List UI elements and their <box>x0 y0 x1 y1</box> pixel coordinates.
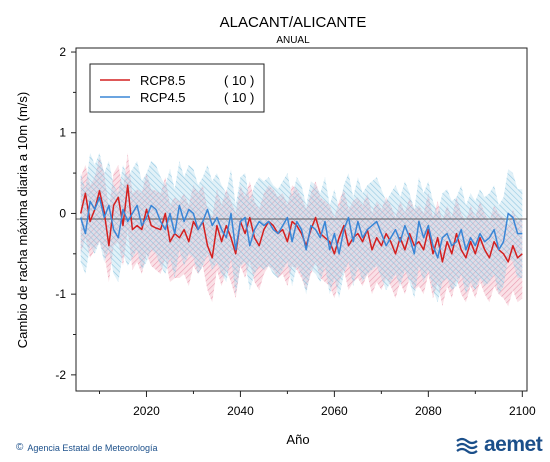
x-tick-label: 2040 <box>227 404 254 418</box>
series-lines <box>79 184 523 263</box>
copyright-icon: © <box>16 442 24 453</box>
y-axis-label: Cambio de racha máxima diaria a 10m (m/s… <box>15 92 30 348</box>
y-tick-label: 0 <box>59 206 66 220</box>
y-tick-label: -1 <box>55 287 66 301</box>
aemet-logo-icon <box>456 437 478 454</box>
series-line-rcp85 <box>79 184 523 263</box>
y-axis: -2 -1 0 1 2 <box>55 45 76 382</box>
x-tick-label: 2060 <box>321 404 348 418</box>
legend-label-rcp45: RCP4.5 <box>140 90 186 105</box>
agency-credit: © Agencia Estatal de Meteorología <box>16 442 157 453</box>
x-tick-label: 2080 <box>415 404 442 418</box>
aemet-logo-text: aemet <box>484 433 543 456</box>
chart-subtitle: ANUAL <box>276 35 310 46</box>
plot-frame <box>75 47 528 392</box>
legend-count-rcp45: ( 10 ) <box>224 90 254 105</box>
band-hatch-rcp45 <box>80 152 523 303</box>
agency-name: Agencia Estatal de Meteorología <box>27 442 158 453</box>
legend: RCP8.5 ( 10 ) RCP4.5 ( 10 ) <box>89 63 265 113</box>
legend-count-rcp85: ( 10 ) <box>224 73 254 88</box>
chart-title: ALACANT/ALICANTE <box>220 14 367 31</box>
y-tick-label: -2 <box>55 368 66 382</box>
x-tick-label: 2100 <box>509 404 536 418</box>
x-tick-label: 2020 <box>133 404 160 418</box>
aemet-logo: aemet <box>455 433 543 457</box>
x-axis: 2020 2040 2060 2080 2100 <box>98 391 536 418</box>
legend-label-rcp85: RCP8.5 <box>140 73 186 88</box>
series-line-rcp45 <box>79 196 523 259</box>
y-tick-label: 1 <box>59 126 66 140</box>
x-axis-label: Año <box>286 432 309 447</box>
y-tick-label: 2 <box>59 45 66 59</box>
legend-box <box>89 63 265 113</box>
